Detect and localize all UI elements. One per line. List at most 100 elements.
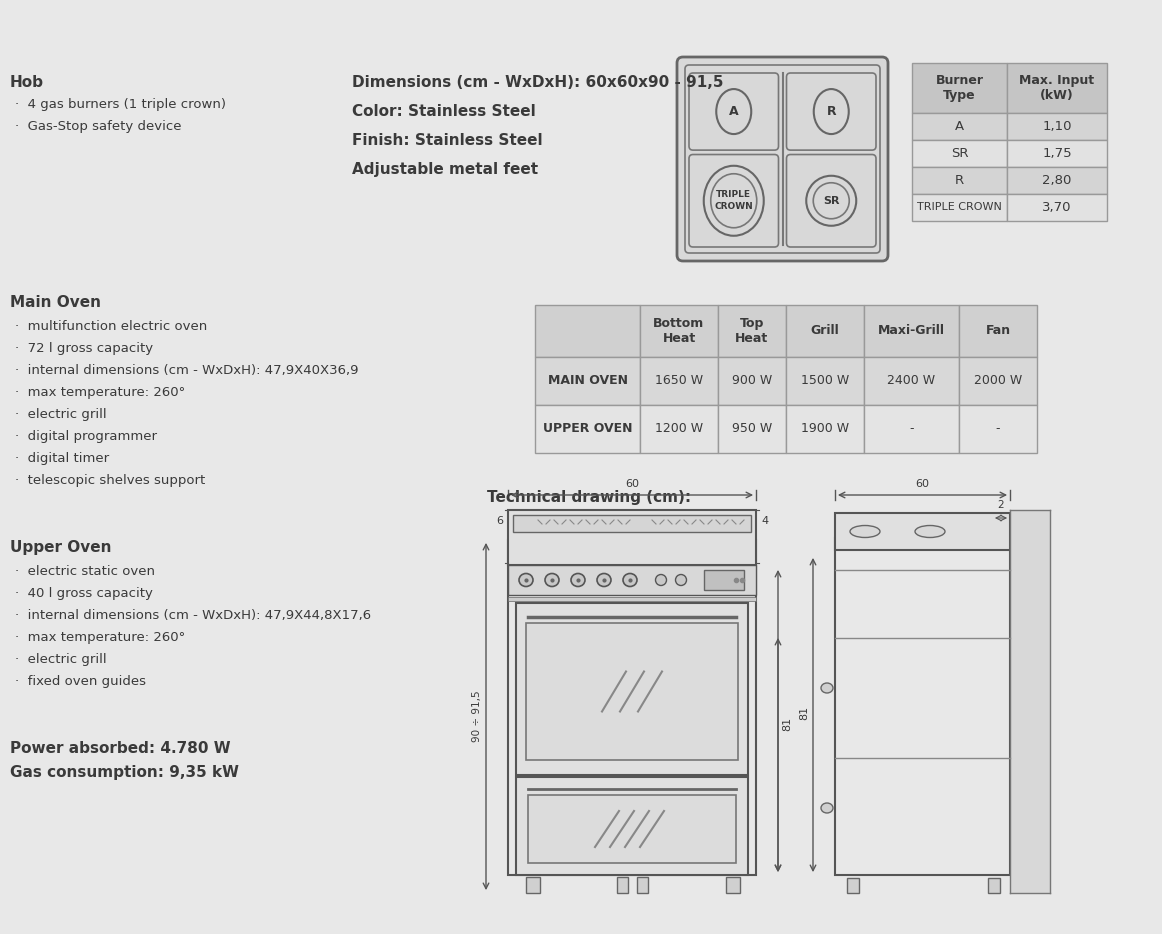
Bar (508, 540, 756, 875)
Bar (786, 305, 865, 357)
Text: 2000 W: 2000 W (974, 375, 1023, 388)
Bar (959, 305, 1037, 357)
Bar (959, 405, 1037, 453)
Text: ·  digital programmer: · digital programmer (15, 430, 157, 443)
Bar (726, 877, 740, 893)
Text: Grill: Grill (811, 324, 839, 337)
Bar (512, 515, 751, 532)
Bar (535, 305, 640, 357)
Ellipse shape (914, 526, 945, 537)
Text: 2: 2 (998, 500, 1004, 510)
FancyBboxPatch shape (686, 65, 880, 253)
Text: 950 W: 950 W (732, 422, 772, 435)
Ellipse shape (822, 683, 833, 693)
Text: SR: SR (951, 147, 968, 160)
FancyBboxPatch shape (787, 154, 876, 247)
Text: 1900 W: 1900 W (801, 422, 849, 435)
Text: 1650 W: 1650 W (655, 375, 703, 388)
Ellipse shape (704, 165, 763, 235)
Bar (508, 597, 756, 601)
Bar (640, 357, 718, 405)
FancyBboxPatch shape (689, 73, 779, 150)
Text: ·  72 l gross capacity: · 72 l gross capacity (15, 342, 153, 355)
Text: Technical drawing (cm):: Technical drawing (cm): (487, 490, 691, 505)
Text: Main Oven: Main Oven (10, 295, 101, 310)
Text: Fan: Fan (985, 324, 1011, 337)
Text: R: R (955, 174, 964, 187)
Text: 81: 81 (799, 705, 809, 719)
Text: ·  fixed oven guides: · fixed oven guides (15, 675, 146, 688)
Bar (912, 167, 1007, 194)
Ellipse shape (519, 573, 533, 587)
Bar (704, 570, 744, 590)
Text: Finish: Stainless Steel: Finish: Stainless Steel (352, 133, 543, 148)
Text: 90 ÷ 91,5: 90 ÷ 91,5 (472, 690, 482, 743)
Text: A: A (955, 120, 964, 133)
Ellipse shape (623, 573, 637, 587)
Text: A: A (729, 105, 739, 118)
Text: Hob: Hob (10, 75, 44, 90)
Ellipse shape (822, 803, 833, 813)
Bar (526, 623, 738, 760)
Bar (637, 877, 648, 893)
Text: TRIPLE
CROWN: TRIPLE CROWN (715, 191, 753, 211)
Bar (516, 603, 748, 775)
Bar (528, 795, 736, 863)
Text: Dimensions (cm - WxDxH): 60x60x90 - 91,5: Dimensions (cm - WxDxH): 60x60x90 - 91,5 (352, 75, 724, 90)
Bar (835, 513, 1010, 550)
Bar (640, 405, 718, 453)
Text: 60: 60 (625, 479, 639, 489)
Bar (1007, 140, 1107, 167)
Text: 60: 60 (916, 479, 930, 489)
Text: Max. Input
(kW): Max. Input (kW) (1019, 74, 1095, 102)
Ellipse shape (655, 574, 667, 586)
Text: ·  max temperature: 260°: · max temperature: 260° (15, 386, 185, 399)
Ellipse shape (571, 573, 584, 587)
Bar (535, 405, 640, 453)
Ellipse shape (545, 573, 559, 587)
Bar (912, 63, 1007, 113)
Text: ·  Gas-Stop safety device: · Gas-Stop safety device (15, 120, 181, 133)
Text: UPPER OVEN: UPPER OVEN (543, 422, 632, 435)
Bar (847, 878, 859, 893)
Bar (912, 140, 1007, 167)
Text: ·  4 gas burners (1 triple crown): · 4 gas burners (1 triple crown) (15, 98, 225, 111)
Text: 2400 W: 2400 W (888, 375, 935, 388)
Ellipse shape (849, 526, 880, 537)
Text: 3,70: 3,70 (1042, 201, 1071, 214)
Text: 900 W: 900 W (732, 375, 772, 388)
Text: TRIPLE CROWN: TRIPLE CROWN (917, 203, 1002, 213)
Text: 1,10: 1,10 (1042, 120, 1071, 133)
FancyBboxPatch shape (677, 57, 888, 261)
Text: 1200 W: 1200 W (655, 422, 703, 435)
Text: 81: 81 (782, 717, 792, 731)
Text: Maxi-Grill: Maxi-Grill (878, 324, 945, 337)
Text: ·  telescopic shelves support: · telescopic shelves support (15, 474, 206, 487)
Text: ·  electric grill: · electric grill (15, 653, 107, 666)
Bar (786, 357, 865, 405)
Text: ·  internal dimensions (cm - WxDxH): 47,9X40X36,9: · internal dimensions (cm - WxDxH): 47,9… (15, 364, 359, 377)
Bar (516, 777, 748, 875)
Bar (1007, 113, 1107, 140)
Text: ·  digital timer: · digital timer (15, 452, 109, 465)
Bar (617, 877, 627, 893)
Text: MAIN OVEN: MAIN OVEN (547, 375, 627, 388)
Text: -: - (909, 422, 913, 435)
Text: ·  max temperature: 260°: · max temperature: 260° (15, 631, 185, 644)
Ellipse shape (806, 176, 856, 226)
Ellipse shape (675, 574, 687, 586)
Bar (959, 357, 1037, 405)
Text: SR: SR (823, 196, 839, 205)
Bar (718, 405, 786, 453)
Text: 1500 W: 1500 W (801, 375, 849, 388)
Bar (865, 405, 959, 453)
Text: 1,75: 1,75 (1042, 147, 1071, 160)
Text: ·  40 l gross capacity: · 40 l gross capacity (15, 587, 153, 600)
FancyBboxPatch shape (787, 73, 876, 150)
Bar (1007, 167, 1107, 194)
Text: Gas consumption: 9,35 kW: Gas consumption: 9,35 kW (10, 765, 239, 780)
Bar (526, 877, 540, 893)
Text: 6: 6 (496, 516, 503, 526)
FancyBboxPatch shape (689, 154, 779, 247)
Text: Power absorbed: 4.780 W: Power absorbed: 4.780 W (10, 741, 230, 756)
